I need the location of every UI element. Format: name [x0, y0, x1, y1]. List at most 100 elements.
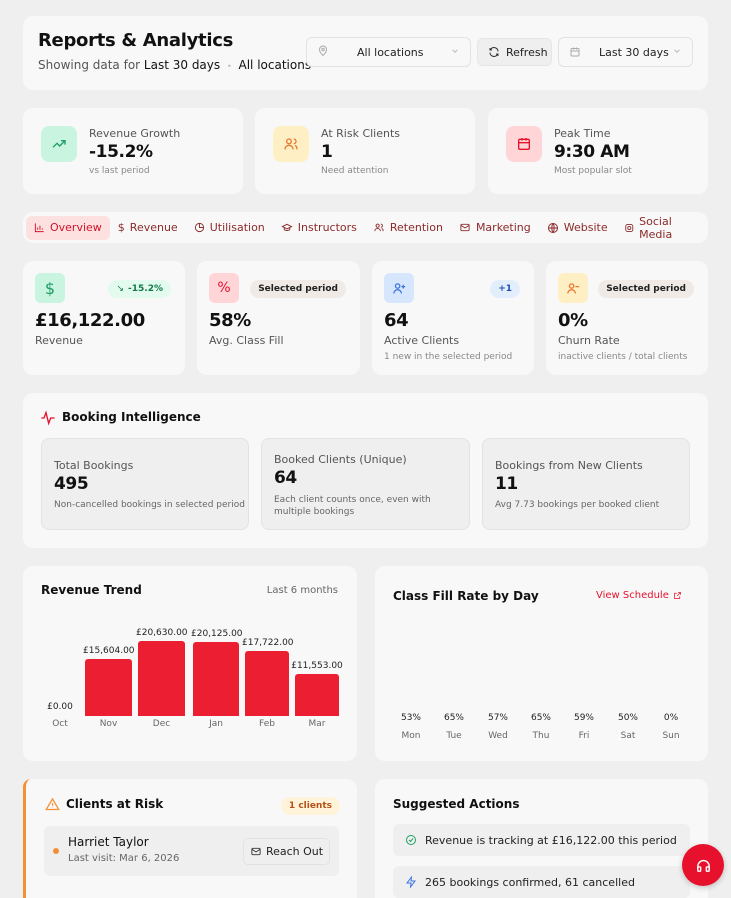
users-icon — [273, 126, 309, 162]
location-select[interactable]: All locations — [306, 37, 471, 67]
new-clients-badge: +1 — [490, 280, 520, 298]
bar-value: £20,125.00 — [191, 629, 243, 639]
summary-label: At Risk Clients — [321, 127, 401, 140]
bi-total-bookings: Total Bookings 495 Non-cancelled booking… — [41, 438, 249, 530]
bi-sub: Non-cancelled bookings in selected perio… — [54, 500, 245, 510]
x-tick: Mar — [308, 719, 326, 729]
tab-label: Instructors — [297, 221, 357, 234]
summary-card-revenue-growth: Revenue Growth -15.2% vs last period — [23, 108, 243, 194]
bi-value: 495 — [54, 474, 89, 494]
graduation-cap-icon — [281, 223, 293, 231]
view-schedule-link[interactable]: View Schedule — [596, 590, 682, 601]
x-tick: Thu — [532, 731, 550, 741]
summary-value: 9:30 AM — [554, 142, 630, 162]
report-tabs: Overview $ Revenue Utilisation Instructo… — [23, 212, 708, 243]
action-text: Revenue is tracking at £16,122.00 this p… — [425, 833, 677, 847]
tab-revenue[interactable]: $ Revenue — [110, 216, 186, 240]
location-select-value: All locations — [357, 45, 424, 59]
fill-value: 57% — [487, 713, 508, 723]
status-dot — [53, 848, 59, 854]
bar-feb[interactable] — [245, 651, 289, 716]
bar-mar[interactable] — [295, 674, 339, 716]
kpi-label: Active Clients — [384, 334, 460, 347]
subtitle-period: Last 30 days — [143, 58, 221, 72]
activity-icon — [40, 410, 56, 430]
kpi-card-churn-rate: Selected period 0% Churn Rate inactive c… — [546, 261, 708, 375]
instagram-icon — [624, 223, 633, 232]
chart-title: Revenue Trend — [41, 583, 142, 597]
user-plus-icon — [384, 273, 414, 303]
tab-website[interactable]: Website — [539, 216, 616, 240]
calendar-icon — [569, 46, 581, 58]
summary-label: Peak Time — [554, 127, 611, 140]
period-select[interactable]: Last 30 days — [558, 37, 693, 67]
tab-label: Retention — [389, 221, 443, 234]
tab-instructors[interactable]: Instructors — [273, 216, 365, 240]
tab-label: Social Media — [639, 214, 673, 241]
client-name: Harriet Taylor — [68, 835, 149, 849]
tab-label: Revenue — [129, 221, 178, 234]
tab-social-media[interactable]: Social Media — [616, 214, 708, 241]
trending-up-icon — [41, 126, 77, 162]
header-card: Reports & Analytics Showing data for Las… — [23, 16, 708, 90]
tab-marketing[interactable]: Marketing — [451, 216, 539, 240]
refresh-icon — [488, 46, 500, 58]
section-title: Clients at Risk — [66, 797, 164, 811]
action-text: 265 bookings confirmed, 61 cancelled — [425, 875, 635, 889]
bi-booked-clients: Booked Clients (Unique) 64 Each client c… — [261, 438, 470, 530]
revenue-trend-card: Revenue Trend Last 6 months £0.00 £15,60… — [23, 566, 357, 761]
risk-count-badge: 1 clients — [280, 797, 340, 815]
refresh-button[interactable]: Refresh — [477, 38, 552, 66]
mail-icon — [251, 847, 261, 856]
subtitle-prefix: Showing data for — [38, 58, 141, 72]
chart-title: Class Fill Rate by Day — [393, 589, 539, 603]
tab-label: Utilisation — [209, 221, 265, 234]
kpi-card-class-fill: % Selected period 58% Avg. Class Fill — [197, 261, 360, 375]
kpi-label: Avg. Class Fill — [209, 334, 284, 347]
period-badge: Selected period — [250, 280, 346, 298]
bi-label: Bookings from New Clients — [495, 459, 643, 472]
x-tick: Jan — [209, 719, 223, 729]
user-minus-icon — [558, 273, 588, 303]
tab-overview[interactable]: Overview — [26, 215, 110, 240]
kpi-label: Churn Rate — [558, 334, 620, 347]
tab-utilisation[interactable]: Utilisation — [186, 216, 273, 240]
kpi-label: Revenue — [35, 334, 83, 347]
page-subtitle: Showing data for Last 30 days • All loca… — [38, 58, 311, 72]
fill-value: 59% — [573, 713, 594, 723]
dollar-icon: $ — [35, 273, 65, 303]
bar-nov[interactable] — [85, 659, 132, 716]
pie-icon — [194, 222, 204, 233]
summary-value: 1 — [321, 142, 333, 162]
kpi-value: 58% — [209, 310, 251, 331]
bar-value: £11,553.00 — [291, 661, 343, 671]
button-label: Reach Out — [265, 845, 324, 858]
kpi-card-revenue: $ ↘ -15.2% £16,122.00 Revenue — [23, 261, 185, 375]
x-tick: Sun — [662, 731, 680, 741]
x-tick: Wed — [488, 731, 508, 741]
bi-value: 11 — [495, 474, 518, 494]
link-label: View Schedule — [596, 590, 669, 601]
summary-label: Revenue Growth — [89, 127, 181, 140]
chevron-down-icon — [672, 46, 682, 59]
reach-out-button[interactable]: Reach Out — [243, 838, 330, 865]
page-title: Reports & Analytics — [38, 30, 233, 51]
bar-value: £0.00 — [47, 702, 73, 712]
section-title: Booking Intelligence — [62, 410, 201, 424]
warning-icon — [45, 797, 60, 816]
bar-dec[interactable] — [138, 641, 185, 716]
bi-sub: Avg 7.73 bookings per booked client — [495, 500, 660, 510]
summary-sub: Need attention — [321, 166, 389, 176]
tab-label: Marketing — [475, 221, 531, 234]
bar-value: £15,604.00 — [83, 646, 135, 656]
period-badge: Selected period — [598, 280, 694, 298]
x-tick: Sat — [620, 731, 636, 741]
bi-label: Total Bookings — [54, 459, 134, 472]
badge-value: -15.2% — [128, 284, 163, 294]
trending-down-icon: ↘ — [116, 284, 125, 294]
suggested-action-item: 265 bookings confirmed, 61 cancelled — [393, 866, 690, 898]
support-chat-button[interactable] — [682, 844, 724, 886]
bar-jan[interactable] — [193, 642, 239, 716]
tab-retention[interactable]: Retention — [365, 216, 451, 240]
globe-icon — [547, 222, 558, 233]
